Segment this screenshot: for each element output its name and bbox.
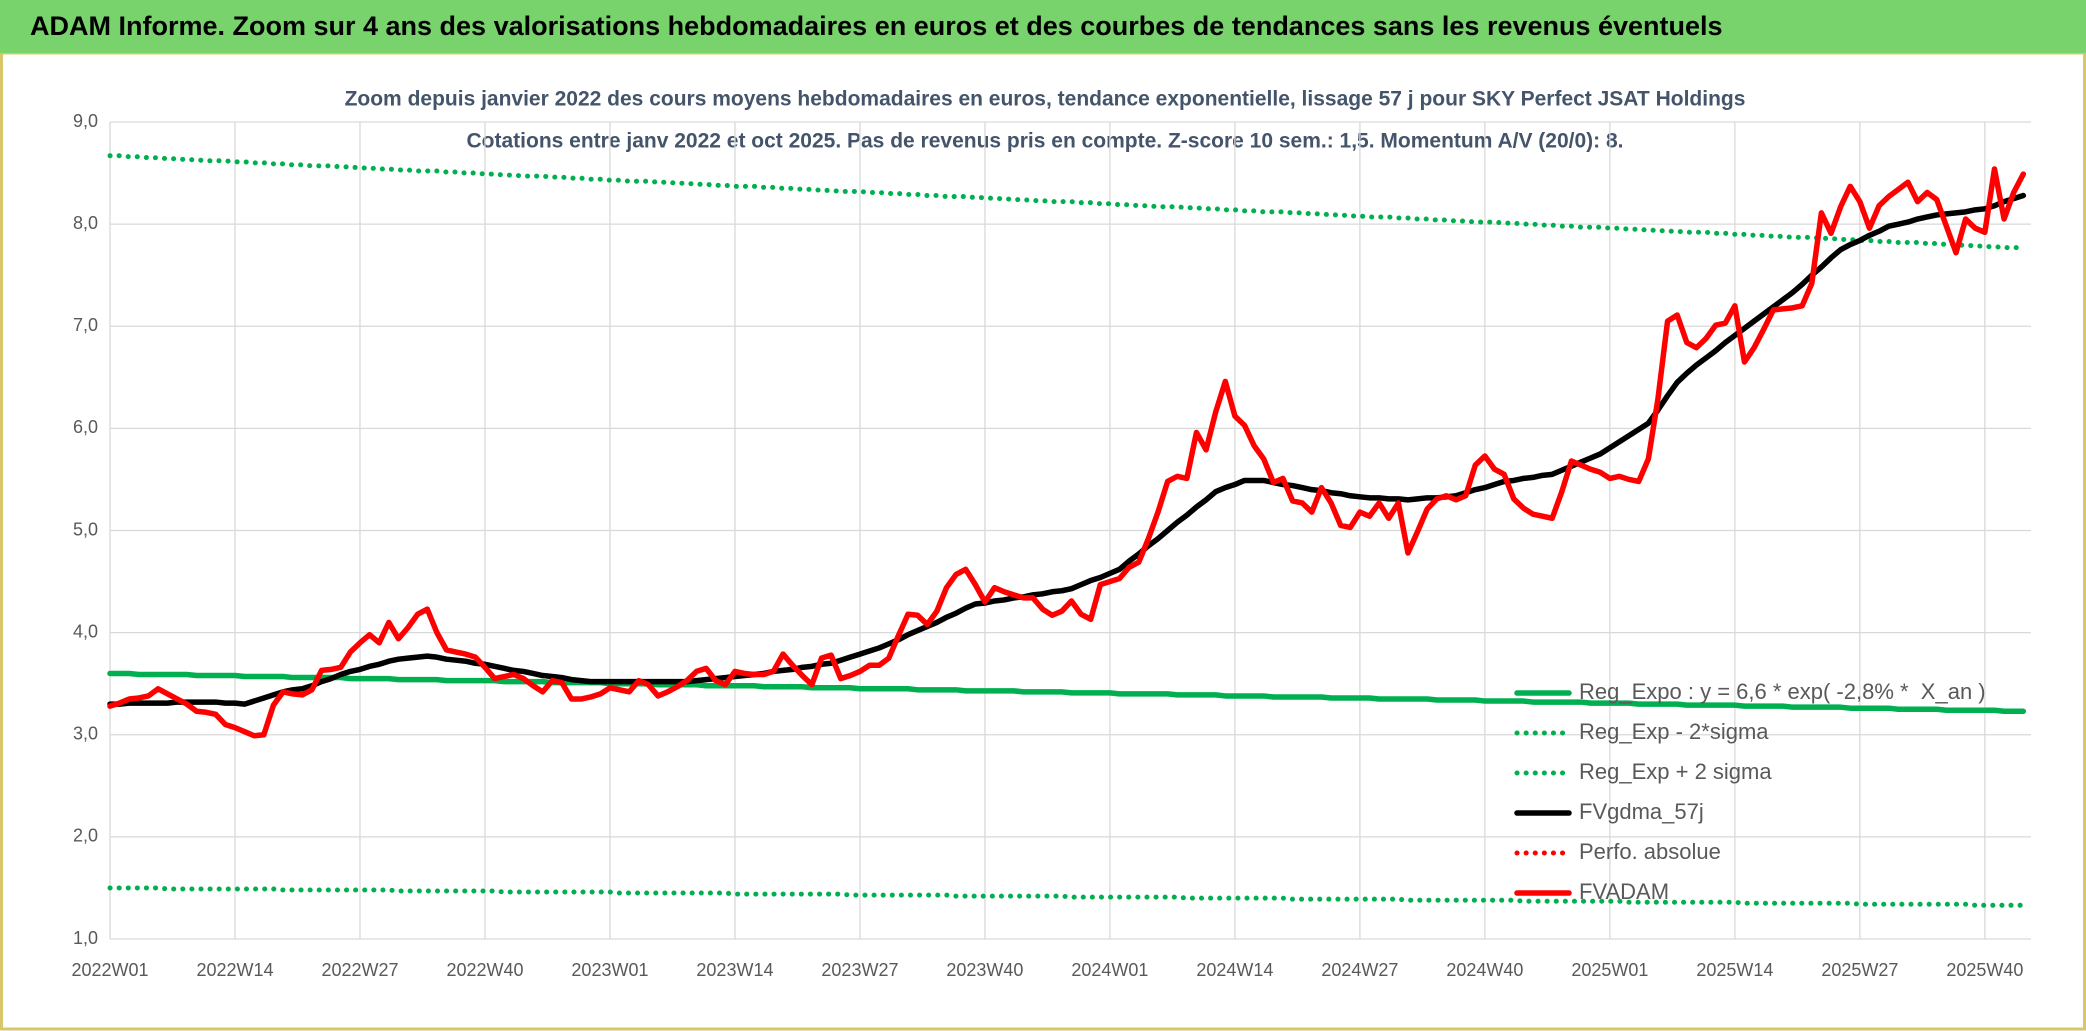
legend-label: Reg_Exp + 2 sigma: [1579, 759, 1772, 784]
y-tick-label: 3,0: [73, 724, 98, 744]
x-tick-label: 2024W14: [1196, 960, 1273, 980]
header-bar: [0, 0, 2086, 53]
x-tick-label: 2023W14: [696, 960, 773, 980]
y-tick-label: 9,0: [73, 111, 98, 131]
series-line: [107, 192, 2027, 707]
chart-subtitle: Cotations entre janv 2022 et oct 2025. P…: [467, 130, 1624, 153]
x-tick-label: 2025W14: [1696, 960, 1773, 980]
series-line: [107, 166, 2027, 739]
x-tick-label: 2022W27: [321, 960, 398, 980]
y-tick-label: 6,0: [73, 417, 98, 437]
legend-label: FVADAM: [1579, 879, 1669, 904]
y-tick-label: 1,0: [73, 928, 98, 948]
x-tick-label: 2023W27: [821, 960, 898, 980]
x-tick-label: 2025W27: [1821, 960, 1898, 980]
header-title: ADAM Informe. Zoom sur 4 ans des valoris…: [30, 11, 1723, 41]
x-tick-label: 2023W01: [571, 960, 648, 980]
series-line: [107, 153, 2026, 251]
legend-label: Reg_Exp - 2*sigma: [1579, 719, 1769, 744]
x-tick-label: 2022W01: [71, 960, 148, 980]
y-tick-label: 7,0: [73, 315, 98, 335]
y-tick-label: 8,0: [73, 213, 98, 233]
y-tick-label: 5,0: [73, 519, 98, 539]
plot-area: [107, 153, 2027, 908]
legend-label: Perfo. absolue: [1579, 839, 1721, 864]
legend: Reg_Expo : y = 6,6 * exp( -2,8% * X_an )…: [1514, 679, 1986, 904]
x-tick-label: 2024W40: [1446, 960, 1523, 980]
legend-label: FVgdma_57j: [1579, 799, 1704, 824]
series-line: [107, 670, 2027, 715]
x-tick-label: 2023W40: [946, 960, 1023, 980]
y-tick-label: 4,0: [73, 621, 98, 641]
x-tick-label: 2022W40: [446, 960, 523, 980]
grid: 1,0 2,0 3,0 4,0 5,0 6,0 7,0 8,0 9,0 2022W01 2022W1…: [71, 111, 2031, 980]
series-line: [107, 885, 2026, 908]
chart-title: Zoom depuis janvier 2022 des cours moyen…: [345, 88, 1746, 111]
y-tick-label: 2,0: [73, 826, 98, 846]
x-tick-label: 2024W27: [1321, 960, 1398, 980]
x-tick-label: 2025W01: [1571, 960, 1648, 980]
x-tick-label: 2024W01: [1071, 960, 1148, 980]
legend-label: Reg_Expo : y = 6,6 * exp( -2,8% * X_an ): [1579, 679, 1986, 704]
x-tick-label: 2025W40: [1946, 960, 2023, 980]
x-tick-label: 2022W14: [196, 960, 273, 980]
